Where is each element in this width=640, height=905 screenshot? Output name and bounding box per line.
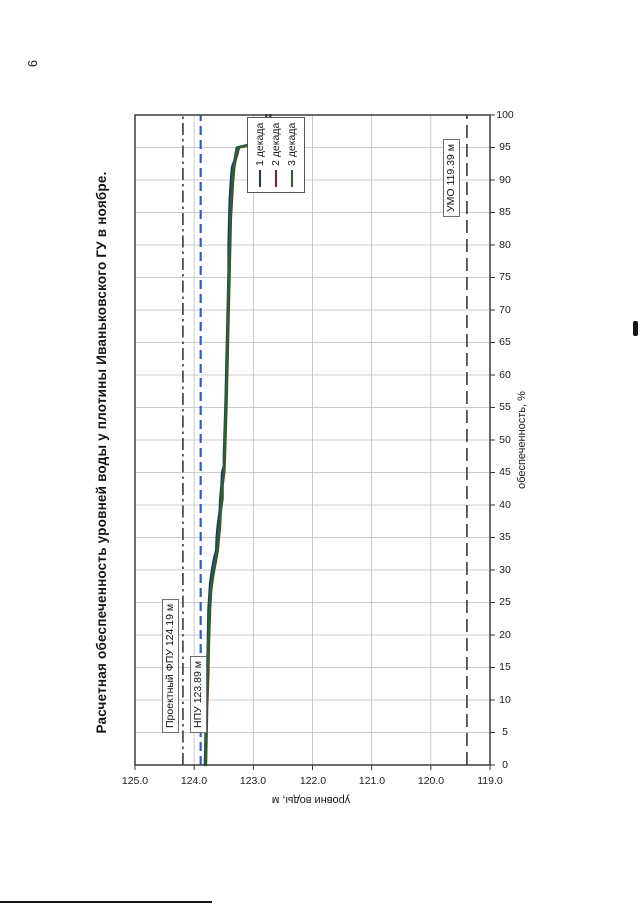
x-tick-label: 20 bbox=[499, 629, 511, 641]
x-tick-label: 15 bbox=[499, 661, 511, 674]
x-tick-label: 95 bbox=[499, 141, 511, 154]
scan-artifact bbox=[633, 321, 638, 336]
x-tick-label: 80 bbox=[499, 239, 511, 251]
x-tick-label: 50 bbox=[499, 434, 511, 446]
y-tick-label: 124.0 bbox=[181, 775, 208, 787]
legend-label: 2 декада bbox=[270, 122, 282, 166]
ref-label-umo: УМО 119.39 м bbox=[443, 139, 460, 217]
y-tick-label: 122.0 bbox=[299, 775, 326, 787]
x-tick-label: 10 bbox=[499, 694, 511, 706]
page-number: 6 bbox=[26, 60, 40, 67]
x-tick-label: 90 bbox=[499, 174, 511, 186]
y-tick-label: 119.0 bbox=[477, 775, 503, 787]
ref-label-fpu: Проектный ФПУ 124.19 м bbox=[162, 598, 179, 733]
legend-item: 3 декада bbox=[284, 123, 300, 187]
x-tick-label: 40 bbox=[499, 499, 511, 511]
chart-plot-area bbox=[134, 113, 495, 770]
x-tick-label: 5 bbox=[502, 726, 508, 739]
x-tick-label: 0 bbox=[502, 759, 508, 771]
y-tick-label: 123.0 bbox=[240, 775, 267, 787]
x-tick-label: 65 bbox=[499, 336, 511, 349]
ref-label-npu: НПУ 123.89 м bbox=[190, 656, 207, 733]
x-tick-label: 60 bbox=[499, 369, 511, 381]
legend-line-swatch-1 bbox=[259, 170, 261, 187]
x-tick-label: 45 bbox=[499, 466, 511, 479]
legend: 1 декада 2 декада 3 декада bbox=[247, 117, 305, 193]
x-tick-label: 75 bbox=[499, 271, 511, 284]
legend-label: 3 декада bbox=[286, 122, 298, 166]
legend-line-swatch-3 bbox=[291, 170, 293, 187]
x-tick-label: 100 bbox=[496, 109, 514, 121]
legend-item: 2 декада bbox=[268, 123, 284, 187]
x-tick-label: 55 bbox=[499, 401, 511, 414]
x-tick-label: 85 bbox=[499, 206, 511, 219]
y-tick-label: 120.0 bbox=[417, 775, 444, 787]
x-tick-label: 30 bbox=[499, 564, 511, 576]
legend-line-swatch-2 bbox=[275, 170, 277, 187]
y-tick-label: 125.0 bbox=[121, 775, 149, 787]
chart-title: Расчетная обеспеченность уровней воды у … bbox=[94, 171, 109, 734]
scan-artifact bbox=[0, 901, 212, 903]
legend-label: 1 декада bbox=[254, 122, 266, 166]
x-tick-label: 35 bbox=[499, 531, 511, 544]
y-axis-title: уровни воды, м bbox=[271, 794, 351, 806]
plot-border bbox=[134, 114, 491, 766]
y-tick-label: 121.0 bbox=[358, 775, 385, 787]
legend-item: 1 декада bbox=[252, 123, 268, 187]
x-tick-label: 70 bbox=[499, 304, 511, 316]
x-tick-label: 25 bbox=[499, 596, 511, 609]
